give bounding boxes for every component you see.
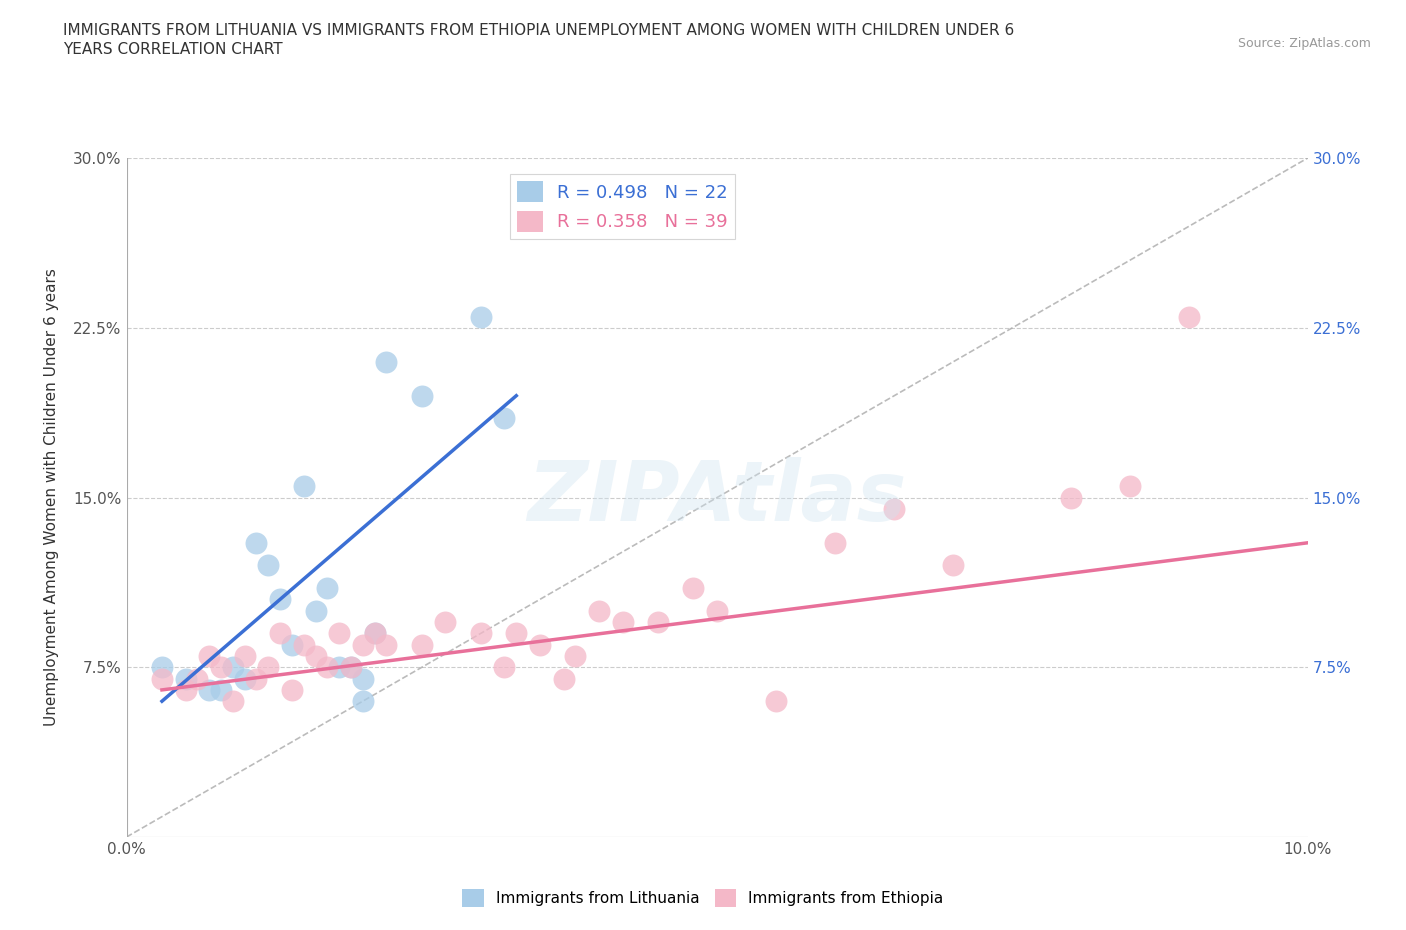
Point	[292, 479, 315, 494]
Point	[494, 411, 516, 426]
Point	[564, 648, 586, 663]
Legend: R = 0.498   N = 22, R = 0.358   N = 39: R = 0.498 N = 22, R = 0.358 N = 39	[510, 174, 735, 239]
Point	[174, 671, 197, 686]
Point	[470, 626, 492, 641]
Point	[352, 671, 374, 686]
Point	[304, 648, 326, 663]
Legend: Immigrants from Lithuania, Immigrants from Ethiopia: Immigrants from Lithuania, Immigrants fr…	[456, 884, 950, 913]
Point	[281, 683, 304, 698]
Point	[505, 626, 527, 641]
Point	[328, 626, 350, 641]
Point	[647, 615, 669, 630]
Point	[292, 637, 315, 652]
Text: Source: ZipAtlas.com: Source: ZipAtlas.com	[1237, 37, 1371, 50]
Point	[233, 648, 256, 663]
Point	[363, 626, 385, 641]
Point	[883, 501, 905, 516]
Point	[765, 694, 787, 709]
Point	[174, 683, 197, 698]
Text: YEARS CORRELATION CHART: YEARS CORRELATION CHART	[63, 42, 283, 57]
Point	[150, 671, 173, 686]
Point	[233, 671, 256, 686]
Point	[494, 660, 516, 675]
Point	[340, 660, 363, 675]
Point	[186, 671, 208, 686]
Point	[375, 637, 398, 652]
Point	[340, 660, 363, 675]
Point	[375, 354, 398, 369]
Point	[198, 648, 221, 663]
Point	[304, 604, 326, 618]
Point	[328, 660, 350, 675]
Point	[257, 558, 280, 573]
Point	[434, 615, 457, 630]
Point	[352, 637, 374, 652]
Point	[316, 580, 339, 595]
Point	[1060, 490, 1083, 505]
Y-axis label: Unemployment Among Women with Children Under 6 years: Unemployment Among Women with Children U…	[45, 269, 59, 726]
Point	[269, 592, 291, 607]
Point	[316, 660, 339, 675]
Point	[706, 604, 728, 618]
Point	[198, 683, 221, 698]
Point	[269, 626, 291, 641]
Text: ZIPAtlas: ZIPAtlas	[527, 457, 907, 538]
Point	[363, 626, 385, 641]
Point	[529, 637, 551, 652]
Point	[245, 671, 267, 686]
Point	[588, 604, 610, 618]
Point	[411, 389, 433, 404]
Point	[1119, 479, 1142, 494]
Point	[222, 694, 245, 709]
Point	[281, 637, 304, 652]
Point	[222, 660, 245, 675]
Point	[824, 536, 846, 551]
Point	[209, 683, 232, 698]
Point	[209, 660, 232, 675]
Point	[470, 309, 492, 324]
Text: IMMIGRANTS FROM LITHUANIA VS IMMIGRANTS FROM ETHIOPIA UNEMPLOYMENT AMONG WOMEN W: IMMIGRANTS FROM LITHUANIA VS IMMIGRANTS …	[63, 23, 1015, 38]
Point	[411, 637, 433, 652]
Point	[682, 580, 704, 595]
Point	[352, 694, 374, 709]
Point	[257, 660, 280, 675]
Point	[553, 671, 575, 686]
Point	[1178, 309, 1201, 324]
Point	[942, 558, 965, 573]
Point	[150, 660, 173, 675]
Point	[245, 536, 267, 551]
Point	[612, 615, 634, 630]
